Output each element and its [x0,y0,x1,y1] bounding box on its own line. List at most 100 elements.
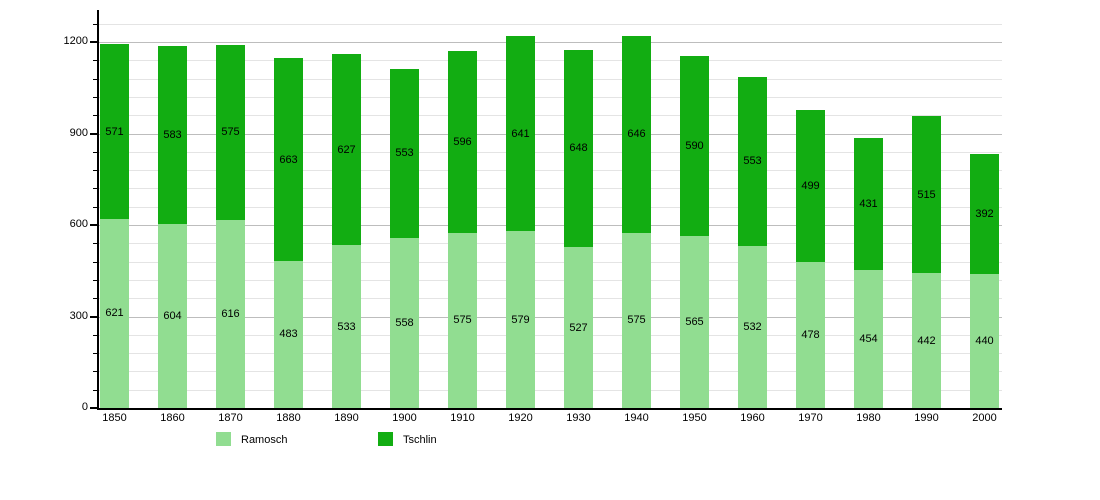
y-axis-tick [93,188,97,190]
legend-label-tschlin: Tschlin [403,434,437,446]
bar-segment-tschlin [274,58,303,261]
y-axis-tick [93,96,97,98]
bar-value-label: 478 [801,329,820,342]
bar-segment-ramosch [390,237,419,408]
minor-gridline [99,279,1002,281]
y-axis-tick [93,334,97,336]
y-axis-tick [93,60,97,62]
bar-segment-tschlin [796,110,825,263]
major-gridline [99,42,1002,43]
bar-segment-tschlin [100,44,129,219]
y-axis-tick [93,298,97,300]
bar-segment-ramosch [332,245,361,408]
bar-value-label: 621 [105,307,124,320]
x-tick-label: 1950 [682,412,707,424]
y-axis-tick [90,315,97,318]
bar-segment-ramosch [912,273,941,408]
y-axis-label: 0 [81,401,88,413]
x-tick-label: 2000 [972,412,997,424]
y-axis-label: 1200 [63,35,88,47]
y-axis-tick [90,224,97,226]
y-axis-tick [93,353,97,355]
bar-segment-tschlin [564,49,593,248]
bar-value-label: 571 [105,125,124,138]
bar-value-label: 431 [859,197,878,210]
bar-value-label: 663 [279,153,298,166]
major-gridline [99,133,1002,135]
y-axis-tick [90,41,97,43]
bar-segment-ramosch [158,223,187,408]
legend-label-ramosch: Ramosch [241,434,288,446]
bar-value-label: 454 [859,332,878,345]
y-axis-tick [93,371,97,373]
minor-gridline [99,243,1002,245]
x-tick-label: 1870 [218,412,243,424]
bar-value-label: 575 [453,314,472,327]
bar-segment-tschlin [158,45,187,224]
bar-value-label: 515 [917,188,936,201]
minor-gridline [99,206,1002,208]
y-axis-label: 300 [69,309,88,322]
bar-value-label: 532 [743,320,762,333]
x-tick-label: 1970 [798,412,823,424]
bar-value-label: 627 [337,143,356,156]
y-axis-tick [93,261,97,263]
bar-segment-tschlin [680,55,709,236]
bar-value-label: 604 [163,309,182,322]
y-axis-tick [93,279,97,281]
bar-segment-tschlin [738,77,767,246]
minor-gridline [99,151,1002,153]
minor-gridline [99,60,1002,62]
bar-segment-ramosch [854,269,883,408]
x-tick-label: 1910 [450,412,475,424]
bar-segment-ramosch [216,220,245,408]
bar-value-label: 616 [221,308,240,321]
bar-segment-ramosch [100,218,129,408]
y-axis-tick [93,78,97,80]
minor-gridline [99,298,1002,300]
bar-value-label: 579 [511,313,530,326]
bar-segment-ramosch [448,232,477,408]
bar-segment-tschlin [390,69,419,238]
y-axis-tick [93,389,97,391]
bar-segment-ramosch [738,245,767,408]
minor-gridline [99,261,1002,263]
x-tick-label: 1880 [276,412,301,424]
x-tick-label: 1980 [856,412,881,424]
bar-value-label: 575 [221,126,240,139]
bar-segment-tschlin [912,116,941,274]
minor-gridline [99,389,1002,391]
bar-segment-ramosch [622,232,651,408]
y-axis-tick [93,115,97,117]
y-axis-tick [90,132,97,135]
minor-gridline [99,170,1002,172]
x-tick-label: 1920 [508,412,533,424]
bar-value-label: 648 [569,142,588,155]
bar-segment-ramosch [970,273,999,408]
x-axis-line [97,408,1002,410]
bar-value-label: 533 [337,320,356,333]
y-axis-tick [93,23,97,25]
bar-segment-tschlin [622,35,651,233]
minor-gridline [99,96,1002,98]
x-tick-label: 1940 [624,412,649,424]
y-axis-label: 600 [69,218,88,230]
minor-gridline [99,188,1002,190]
bar-segment-ramosch [564,247,593,408]
bar-segment-ramosch [796,262,825,408]
x-tick-label: 1850 [102,412,127,424]
bar-value-label: 440 [975,334,994,347]
y-axis-tick [93,170,97,172]
bar-segment-ramosch [506,231,535,408]
y-axis-label: 900 [69,126,88,139]
major-gridline [99,316,1002,318]
bar-value-label: 646 [627,128,646,141]
bar-segment-tschlin [854,138,883,270]
y-axis-line [97,10,99,409]
y-axis-tick [93,151,97,153]
y-axis-tick [93,206,97,208]
x-tick-label: 1990 [914,412,939,424]
bar-value-label: 527 [569,321,588,334]
bar-value-label: 499 [801,180,820,193]
